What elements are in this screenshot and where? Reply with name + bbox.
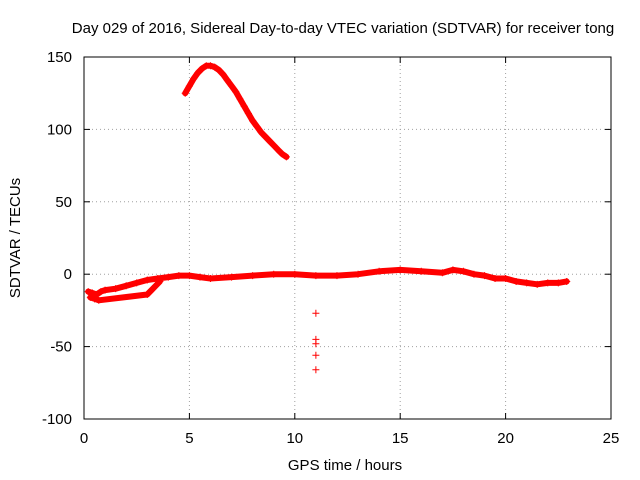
data-point: [164, 273, 172, 281]
data-point: [278, 150, 286, 158]
data-point: [147, 286, 155, 294]
data-point: [215, 66, 223, 74]
data-point: [417, 267, 425, 275]
data-point: [190, 75, 198, 83]
data-point: [333, 272, 341, 280]
data-point: [312, 272, 320, 280]
data-point: [312, 340, 320, 348]
data-point: [198, 65, 206, 73]
data-point: [211, 63, 219, 71]
data-point: [253, 123, 261, 131]
data-point: [249, 117, 257, 125]
series-upper-arc: [181, 62, 290, 161]
series-main-band: [84, 266, 571, 298]
grid-lines: [84, 57, 611, 419]
data-point: [97, 288, 105, 296]
data-points: [84, 62, 571, 374]
data-point: [274, 146, 282, 154]
data-point: [84, 288, 92, 296]
data-point: [396, 266, 404, 274]
chart-title: Day 029 of 2016, Sidereal Day-to-day VTE…: [72, 20, 614, 37]
data-point: [502, 275, 510, 283]
data-point: [181, 89, 189, 97]
data-point: [470, 270, 478, 278]
y-tick-label: 150: [47, 49, 72, 66]
data-point: [438, 269, 446, 277]
y-tick-label: 0: [64, 266, 72, 283]
data-point: [236, 95, 244, 103]
data-point: [112, 285, 120, 293]
data-point: [481, 272, 489, 280]
y-tick-label: -50: [50, 339, 72, 356]
data-point: [219, 70, 227, 78]
data-point: [449, 266, 457, 274]
data-point: [206, 275, 214, 283]
data-point: [312, 351, 320, 359]
data-point: [491, 275, 499, 283]
data-point: [266, 137, 274, 145]
data-point: [291, 270, 299, 278]
data-point: [143, 290, 151, 298]
series-side-branches: [86, 277, 164, 304]
data-point: [95, 296, 103, 304]
y-tick-label: -100: [42, 411, 72, 428]
data-point: [375, 267, 383, 275]
data-point: [533, 280, 541, 288]
x-tick-label: 0: [80, 430, 88, 447]
data-point: [312, 366, 320, 374]
data-point: [261, 133, 269, 141]
data-point: [206, 62, 214, 70]
data-point: [223, 76, 231, 84]
x-axis-title: GPS time / hours: [288, 457, 402, 474]
data-point: [175, 272, 183, 280]
data-point: [249, 272, 257, 280]
data-point: [257, 128, 265, 136]
data-point: [228, 273, 236, 281]
series-band: [182, 62, 290, 160]
axis-ticks: 0 5 10 15 20 25 -100 -50 0 50 100 150: [42, 49, 619, 447]
data-point: [185, 82, 193, 90]
data-point: [270, 270, 278, 278]
data-point: [185, 272, 193, 280]
x-tick-label: 15: [392, 430, 409, 447]
data-point: [156, 277, 164, 285]
data-point: [240, 102, 248, 110]
data-point: [196, 273, 204, 281]
data-point: [228, 82, 236, 90]
y-tick-label: 50: [55, 194, 72, 211]
data-point: [101, 286, 109, 294]
data-point: [563, 277, 571, 285]
data-point: [312, 309, 320, 317]
x-tick-label: 5: [185, 430, 193, 447]
data-point: [86, 293, 94, 301]
data-point: [232, 88, 240, 96]
data-point: [354, 270, 362, 278]
x-tick-label: 25: [603, 430, 620, 447]
data-point: [91, 295, 99, 303]
data-point: [133, 279, 141, 287]
data-point: [282, 153, 290, 161]
x-tick-label: 20: [497, 430, 514, 447]
data-point: [122, 282, 130, 290]
x-tick-label: 10: [286, 430, 303, 447]
plot-frame: [83, 56, 612, 420]
data-point: [523, 279, 531, 287]
y-axis-title: SDTVAR / TECUs: [7, 178, 24, 298]
data-point: [459, 267, 467, 275]
data-point: [194, 69, 202, 77]
data-point: [244, 109, 252, 117]
y-tick-label: 100: [47, 121, 72, 138]
series-outliers-11h: [312, 309, 320, 374]
data-point: [512, 277, 520, 285]
data-point: [270, 141, 278, 149]
data-point: [152, 282, 160, 290]
data-point: [554, 279, 562, 287]
data-point: [544, 279, 552, 287]
data-point: [143, 276, 151, 284]
